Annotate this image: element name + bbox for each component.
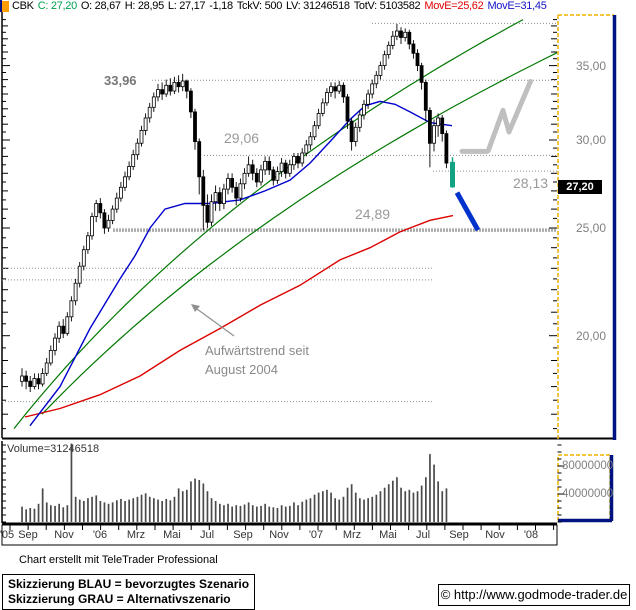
time-axis-label: Mai xyxy=(163,529,181,541)
quote-last-volume: LV: 31246518 xyxy=(286,0,350,12)
trend-annotation-line2: August 2004 xyxy=(205,362,279,377)
quote-tick-volume: TckV: 500 xyxy=(236,0,283,12)
price-axis-label: 30,00 xyxy=(576,133,607,147)
scenario-legend-box: Skizzierung BLAU = bevorzugtes Szenario … xyxy=(2,574,256,610)
quote-open: O: 28,67 xyxy=(80,0,121,12)
time-axis-label: Nov xyxy=(269,529,289,541)
copyright-box: © http://www.godmode-trader.de xyxy=(438,584,630,606)
time-axis-label: '06 xyxy=(92,529,108,541)
time-axis-label: Jul xyxy=(415,529,431,541)
time-axis-label: Nov xyxy=(54,529,74,541)
legend-blue-scenario: Skizzierung BLAU = bevorzugtes Szenario xyxy=(8,577,250,591)
time-axis-label: Sep xyxy=(233,529,253,541)
quote-change: -1,18 xyxy=(209,0,233,12)
price-level-label: 29,06 xyxy=(224,130,260,146)
time-axis-label: Sep xyxy=(18,529,38,541)
symbol-label: CBK xyxy=(12,0,34,12)
time-axis-label: Mai xyxy=(379,529,397,541)
time-axis-label: '08 xyxy=(523,529,539,541)
price-level-label: 28,13 xyxy=(513,175,549,191)
active-window-icon xyxy=(2,1,9,12)
time-axis-label: Mrz xyxy=(126,529,146,541)
time-axis-label: Jul xyxy=(199,529,215,541)
window-edge xyxy=(0,0,2,12)
trend-annotation: Aufwärtstrend seit August 2004 xyxy=(205,341,309,379)
volume-axis-label: 80000000 xyxy=(562,460,614,472)
quote-high: H: 28,95 xyxy=(124,0,164,12)
price-level-label: 33,96 xyxy=(104,73,137,88)
volume-indicator-label: Volume=31246518 xyxy=(7,443,100,455)
price-level-label: 24,89 xyxy=(355,206,391,222)
time-axis-label: Nov xyxy=(485,529,505,541)
quote-bar: CBK C: 27,20 O: 28,67 H: 28,95 L: 27,17 -1,18… xyxy=(12,0,636,12)
price-axis-label: 25,00 xyxy=(576,221,607,235)
quote-total-volume: TotV: 5103582 xyxy=(353,0,421,12)
time-axis-label: '07 xyxy=(308,529,324,541)
current-price-marker: 27,20 xyxy=(558,180,602,194)
quote-low: L: 27,17 xyxy=(167,0,206,12)
trend-annotation-line1: Aufwärtstrend seit xyxy=(205,343,310,358)
chart-credit-note: Chart erstellt mit TeleTrader Profession… xyxy=(19,554,218,566)
time-axis-label: Sep xyxy=(449,529,469,541)
time-axis-label: '05 xyxy=(0,529,15,541)
time-axis-label: Mrz xyxy=(342,529,362,541)
volume-axis-label: 40000000 xyxy=(562,488,614,500)
quote-mov-e-red: MovE=25,62 xyxy=(424,0,484,12)
price-axis-label: 20,00 xyxy=(576,328,607,343)
quote-mov-e-blue: MovE=31,45 xyxy=(487,0,547,12)
quote-close: C: 27,20 xyxy=(37,0,77,12)
price-axis-label: 35,00 xyxy=(576,58,607,73)
legend-gray-scenario: Skizzierung GRAU = Alternativszenario xyxy=(8,592,231,606)
